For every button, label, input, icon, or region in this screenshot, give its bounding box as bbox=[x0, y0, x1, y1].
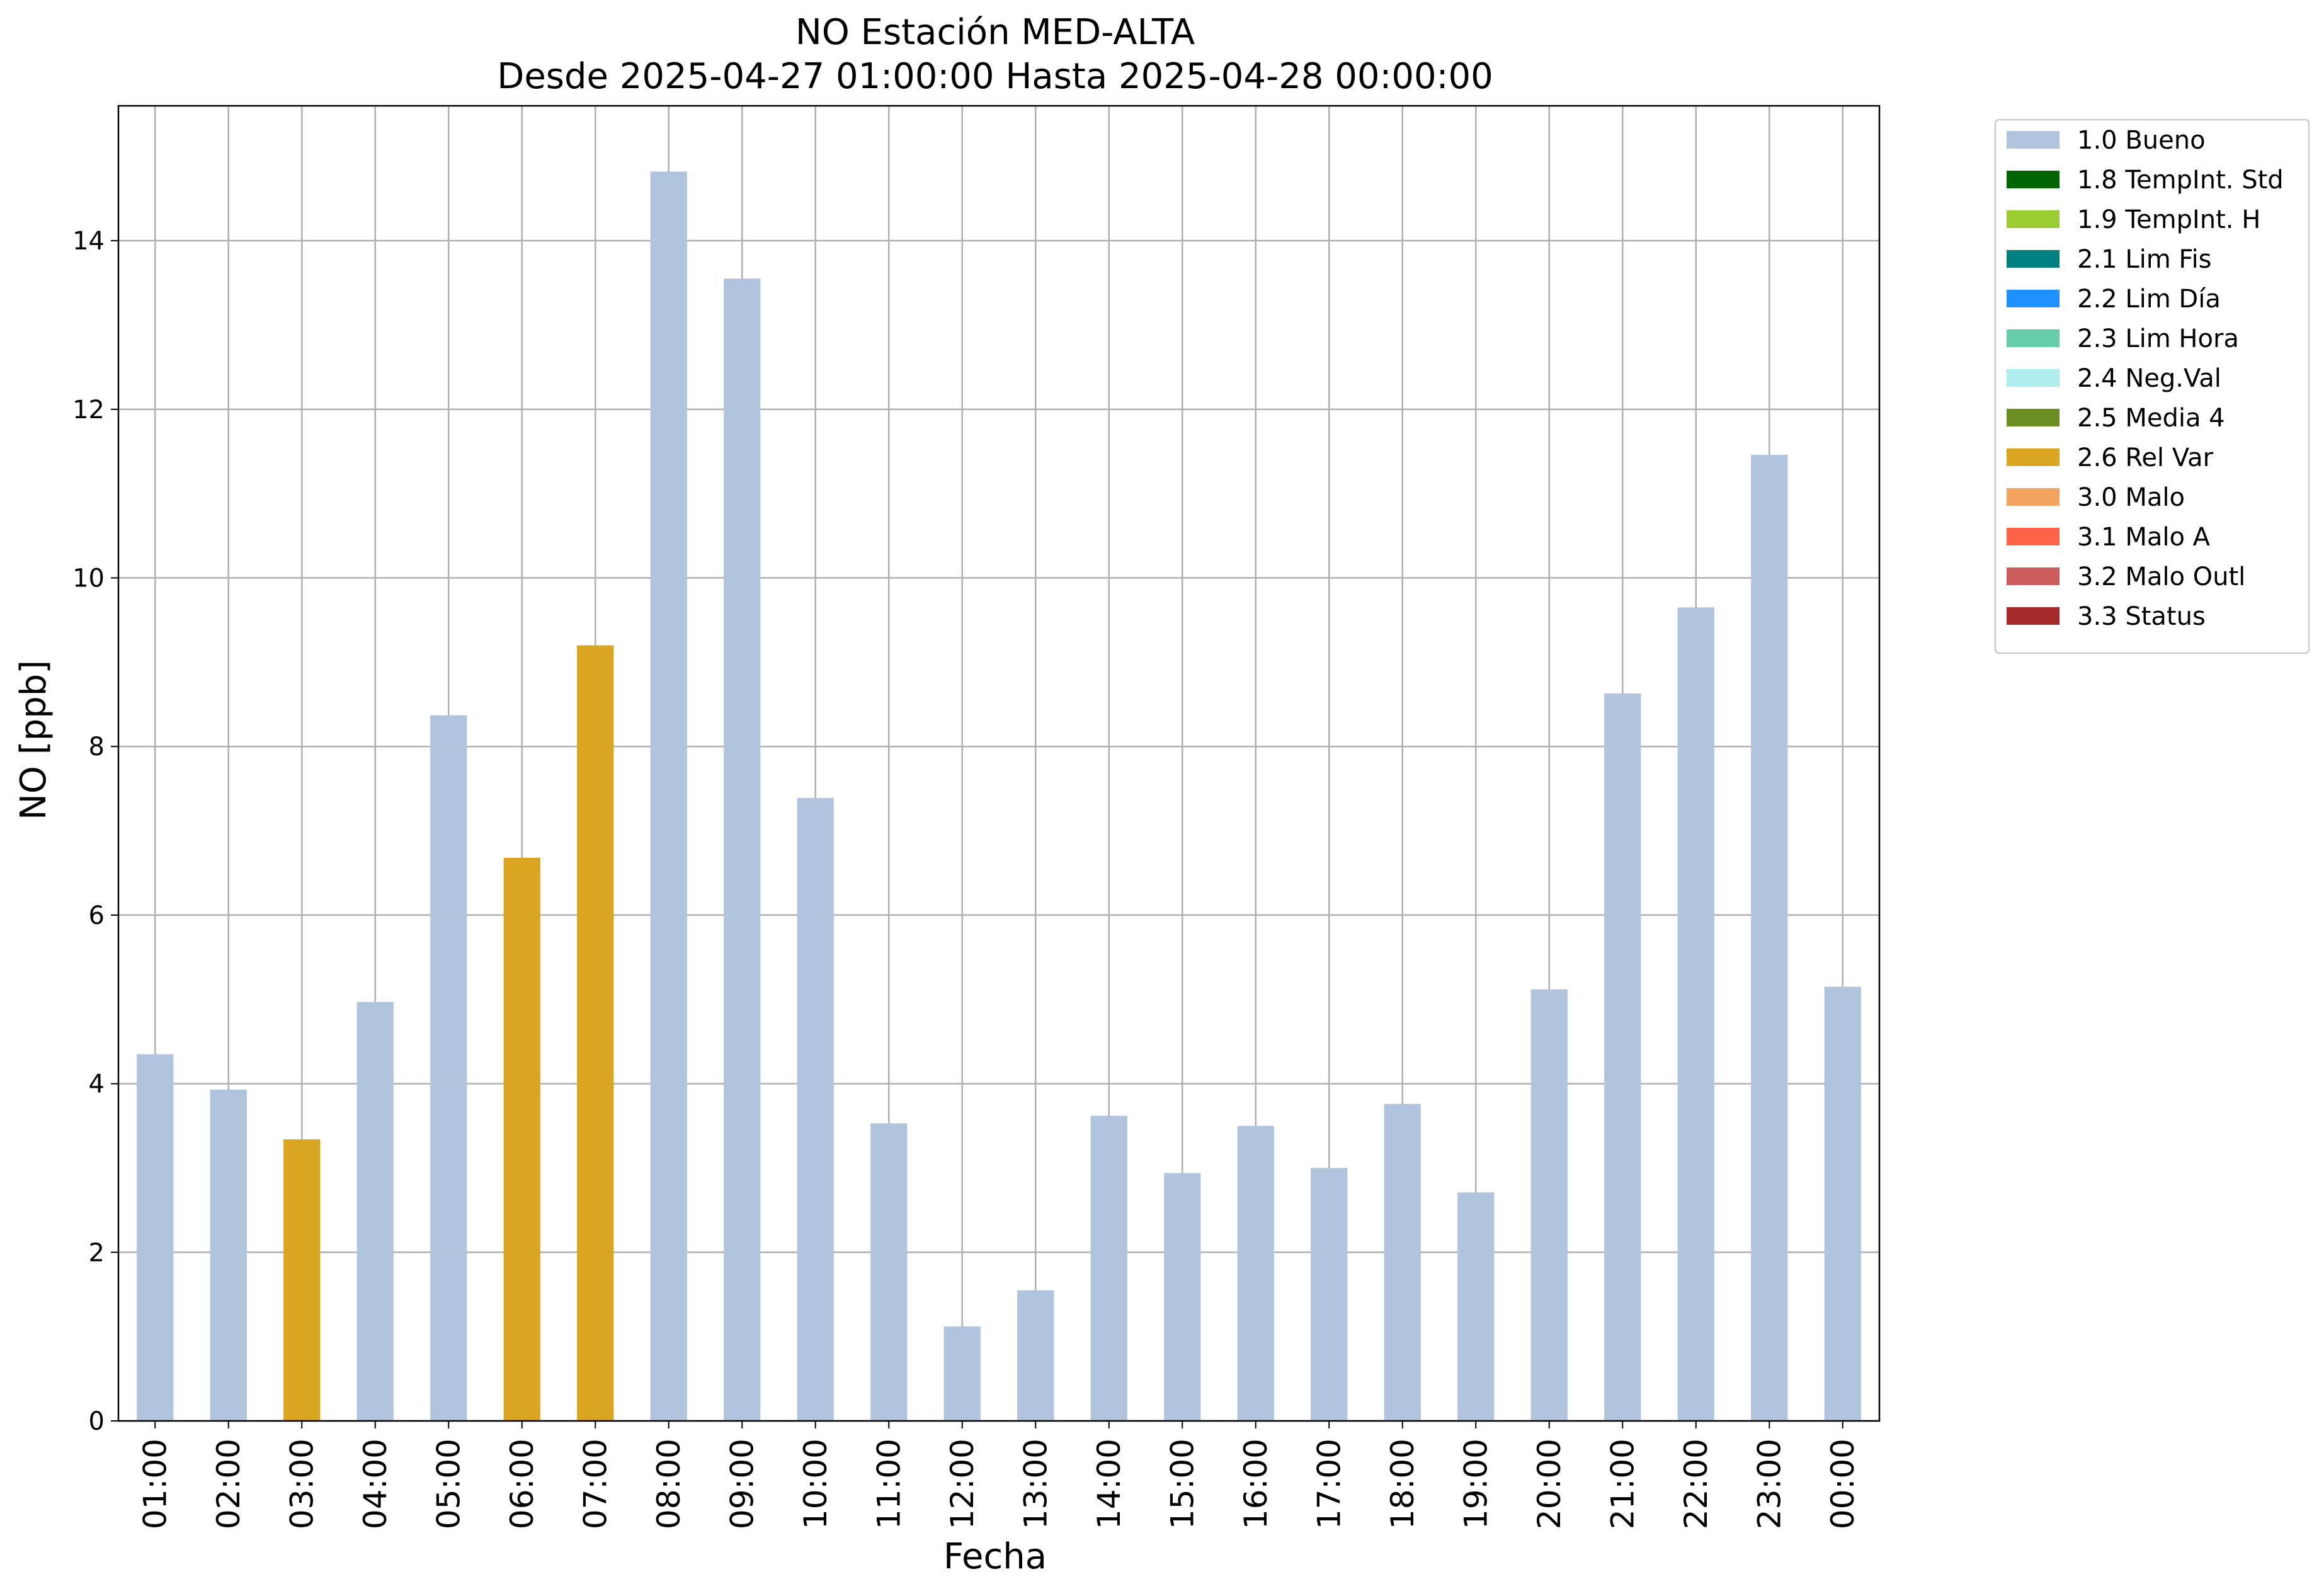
bar bbox=[650, 171, 687, 1421]
legend-swatch bbox=[2007, 567, 2060, 585]
y-tick-label: 8 bbox=[89, 732, 105, 761]
chart-title: NO Estación MED-ALTA bbox=[795, 12, 1195, 53]
legend-swatch bbox=[2007, 131, 2060, 149]
x-tick-label: 00:00 bbox=[1825, 1439, 1861, 1529]
legend-label: 3.1 Malo A bbox=[2077, 523, 2211, 552]
x-tick-label: 14:00 bbox=[1091, 1439, 1127, 1529]
bar bbox=[1311, 1168, 1348, 1421]
x-tick-label: 22:00 bbox=[1678, 1439, 1714, 1529]
legend-swatch bbox=[2007, 448, 2060, 466]
x-tick-label: 12:00 bbox=[944, 1439, 981, 1529]
bar bbox=[577, 645, 614, 1421]
y-tick-label: 6 bbox=[89, 901, 105, 930]
bar bbox=[1751, 455, 1788, 1421]
y-axis-label: NO [ppb] bbox=[13, 660, 54, 820]
bar bbox=[1164, 1173, 1201, 1421]
legend-label: 3.0 Malo bbox=[2077, 483, 2185, 512]
legend-label: 2.5 Media 4 bbox=[2077, 404, 2225, 433]
x-tick-label: 18:00 bbox=[1384, 1439, 1421, 1529]
x-tick-label: 17:00 bbox=[1311, 1439, 1347, 1529]
legend-label: 3.3 Status bbox=[2077, 602, 2206, 631]
legend-swatch bbox=[2007, 210, 2060, 228]
y-tick-label: 0 bbox=[89, 1407, 105, 1436]
legend-swatch bbox=[2007, 290, 2060, 307]
bar bbox=[137, 1054, 174, 1421]
bar bbox=[1237, 1126, 1274, 1421]
x-tick-label: 03:00 bbox=[283, 1439, 320, 1529]
y-tick-label: 14 bbox=[72, 227, 105, 256]
legend-swatch bbox=[2007, 607, 2060, 625]
bar bbox=[210, 1089, 247, 1421]
bar bbox=[943, 1326, 981, 1421]
x-tick-label: 08:00 bbox=[651, 1439, 687, 1529]
legend-label: 1.9 TempInt. H bbox=[2077, 205, 2260, 234]
legend-label: 2.1 Lim Fis bbox=[2077, 245, 2211, 274]
legend-swatch bbox=[2007, 409, 2060, 426]
legend: 1.0 Bueno 1.8 TempInt. Std 1.9 TempInt. H 2… bbox=[1994, 118, 2310, 654]
x-tick-label: 06:00 bbox=[504, 1439, 540, 1529]
x-tick-label: 05:00 bbox=[430, 1439, 467, 1529]
x-tick-label: 10:00 bbox=[797, 1439, 834, 1529]
bar bbox=[1604, 693, 1641, 1421]
x-tick-label: 13:00 bbox=[1017, 1439, 1054, 1529]
x-tick-label: 02:00 bbox=[210, 1439, 247, 1529]
bar bbox=[503, 857, 540, 1421]
x-tick-label: 20:00 bbox=[1531, 1439, 1568, 1529]
legend-label: 2.2 Lim Día bbox=[2077, 285, 2221, 314]
bar bbox=[1384, 1103, 1421, 1421]
x-tick-label: 15:00 bbox=[1164, 1439, 1200, 1529]
legend-swatch bbox=[2007, 488, 2060, 506]
x-tick-label: 19:00 bbox=[1457, 1439, 1494, 1529]
legend-label: 1.8 TempInt. Std bbox=[2077, 166, 2284, 195]
legend-label: 2.3 Lim Hora bbox=[2077, 324, 2239, 353]
bar bbox=[1530, 989, 1568, 1421]
bar bbox=[1090, 1115, 1127, 1421]
x-tick-label: 21:00 bbox=[1604, 1439, 1641, 1529]
x-tick-label: 04:00 bbox=[357, 1439, 394, 1529]
bar bbox=[1824, 986, 1861, 1421]
plot-frame bbox=[117, 105, 1881, 1422]
legend-box bbox=[1994, 118, 2310, 654]
y-tick-label: 10 bbox=[72, 564, 105, 593]
legend-label: 2.6 Rel Var bbox=[2077, 443, 2214, 472]
legend-swatch bbox=[2007, 369, 2060, 387]
bar bbox=[430, 715, 467, 1421]
legend-label: 3.2 Malo Outl bbox=[2077, 562, 2245, 591]
legend-swatch bbox=[2007, 528, 2060, 545]
y-tick-label: 2 bbox=[89, 1238, 105, 1267]
bar bbox=[870, 1123, 908, 1421]
bar bbox=[1677, 607, 1714, 1421]
x-tick-label: 09:00 bbox=[724, 1439, 760, 1529]
legend-swatch bbox=[2007, 171, 2060, 188]
legend-label: 1.0 Bueno bbox=[2077, 126, 2206, 155]
legend-swatch bbox=[2007, 250, 2060, 268]
chart-subtitle: Desde 2025-04-27 01:00:00 Hasta 2025-04-… bbox=[497, 56, 1493, 97]
x-axis-label: Fecha bbox=[943, 1536, 1047, 1577]
bar bbox=[1017, 1290, 1054, 1421]
y-tick-label: 4 bbox=[89, 1070, 105, 1099]
legend-label: 2.4 Neg.Val bbox=[2077, 364, 2221, 393]
x-tick-label: 23:00 bbox=[1751, 1439, 1787, 1529]
y-tick-label: 12 bbox=[72, 396, 105, 425]
plot-area: 0 2 4 6 8 10 12 14 01:00 02:00 03:00 04:00 05:00 06:0… bbox=[72, 105, 1881, 1529]
bar bbox=[1457, 1192, 1495, 1421]
bar bbox=[724, 278, 761, 1421]
bar bbox=[283, 1139, 321, 1421]
x-tick-label: 07:00 bbox=[577, 1439, 613, 1529]
legend-swatch bbox=[2007, 329, 2060, 347]
bar bbox=[797, 797, 834, 1421]
x-tick-label: 01:00 bbox=[137, 1439, 173, 1529]
bar bbox=[356, 1001, 394, 1421]
x-tick-label: 11:00 bbox=[870, 1439, 907, 1529]
x-tick-label: 16:00 bbox=[1238, 1439, 1274, 1529]
